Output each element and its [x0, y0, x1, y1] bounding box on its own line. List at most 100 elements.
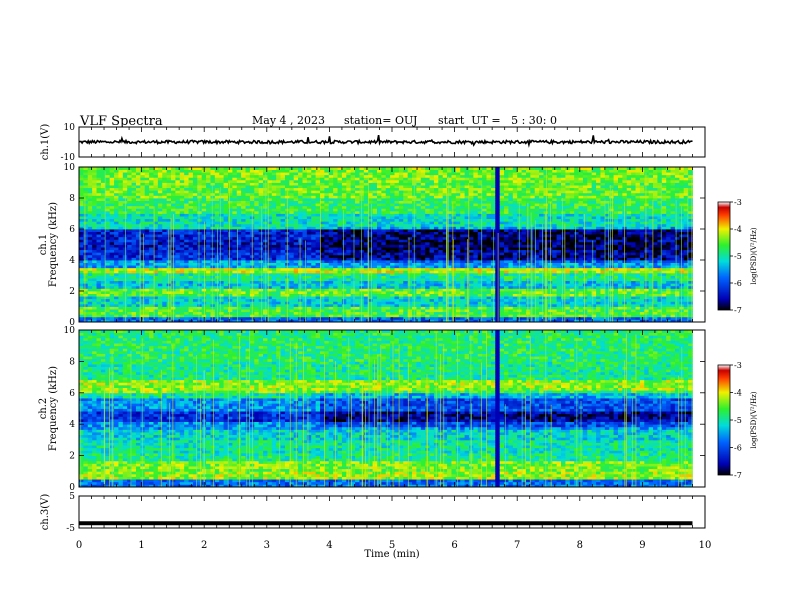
psd-cell: [429, 291, 435, 294]
psd-cell: [368, 314, 373, 318]
psd-cell: [258, 260, 264, 263]
psd-cell: [79, 231, 84, 235]
psd-cell: [289, 293, 295, 297]
psd-cell: [263, 247, 268, 251]
psd-cell: [311, 257, 317, 261]
psd-cell: [210, 252, 216, 256]
psd-cell: [96, 298, 102, 302]
psd-cell: [302, 314, 308, 318]
psd-cell: [311, 234, 317, 238]
psd-cell: [381, 298, 387, 302]
psd-cell: [188, 210, 194, 214]
psd-cell: [267, 285, 273, 289]
psd-cell: [289, 309, 295, 313]
psd-cell: [254, 272, 260, 276]
psd-cell: [425, 210, 430, 214]
psd-cell: [263, 262, 268, 266]
psd-cell: [394, 296, 400, 300]
psd-cell: [175, 311, 181, 315]
psd-cell: [381, 239, 387, 243]
psd-cell: [179, 229, 185, 232]
psd-cell: [100, 278, 106, 282]
psd-cell: [188, 270, 194, 274]
psd-cell: [227, 278, 233, 282]
psd-cell: [271, 275, 277, 279]
psd-cell: [320, 223, 325, 227]
psd-cell: [280, 291, 286, 294]
psd-cell: [289, 285, 295, 289]
psd-cell: [429, 210, 435, 214]
psd-cell: [105, 241, 111, 245]
psd-cell: [127, 236, 132, 240]
psd-cell: [267, 221, 273, 225]
psd-cell: [376, 172, 382, 176]
psd-cell: [149, 257, 154, 261]
psd-cell: [157, 291, 163, 294]
psd-cell: [267, 200, 273, 204]
psd-cell: [403, 254, 409, 258]
psd-cell: [284, 167, 290, 170]
psd-cell: [403, 218, 409, 222]
psd-cell: [105, 298, 111, 302]
psd-cell: [241, 316, 246, 320]
psd-cell: [219, 272, 224, 276]
psd-cell: [298, 213, 303, 217]
psd-cell: [293, 257, 299, 261]
psd-cell: [219, 172, 224, 176]
psd-cell: [372, 267, 378, 271]
psd-cell: [227, 179, 233, 183]
psd-cell: [127, 267, 132, 271]
psd-cell: [105, 169, 111, 173]
psd-cell: [219, 182, 224, 186]
psd-cell: [403, 293, 409, 297]
psd-cell: [144, 208, 150, 212]
psd-cell: [276, 208, 281, 212]
psd-cell: [394, 254, 400, 258]
psd-cell: [92, 306, 97, 310]
psd-cell: [298, 298, 303, 302]
psd-cell: [341, 239, 347, 243]
psd-cell: [368, 262, 373, 266]
psd-cell: [385, 169, 391, 173]
psd-cell: [184, 182, 189, 186]
psd-cell: [109, 182, 115, 186]
psd-cell: [83, 288, 89, 292]
psd-cell: [114, 316, 119, 320]
psd-cell: [372, 182, 378, 186]
psd-cell: [100, 174, 106, 178]
psd-cell: [192, 303, 198, 307]
psd-cell: [368, 195, 373, 199]
psd-cell: [363, 205, 369, 209]
psd-cell: [328, 187, 334, 191]
psd-cell: [425, 296, 430, 300]
psd-cell: [407, 260, 413, 263]
psd-cell: [245, 205, 251, 209]
psd-cell: [284, 179, 290, 183]
psd-cell: [184, 301, 189, 305]
psd-cell: [201, 192, 207, 196]
psd-cell: [320, 187, 325, 191]
psd-cell: [92, 291, 97, 294]
psd-cell: [175, 234, 181, 238]
psd-cell: [144, 270, 150, 274]
psd-cell: [140, 229, 146, 232]
psd-cell: [368, 260, 373, 263]
psd-cell: [214, 216, 220, 220]
psd-cell: [311, 216, 317, 220]
psd-cell: [416, 239, 422, 243]
psd-cell: [140, 296, 146, 300]
psd-cell: [403, 198, 409, 201]
psd-cell: [135, 216, 141, 220]
psd-cell: [188, 280, 194, 284]
psd-cell: [144, 236, 150, 240]
psd-cell: [258, 280, 264, 284]
psd-cell: [219, 177, 224, 181]
psd-cell: [135, 192, 141, 196]
psd-cell: [368, 303, 373, 307]
psd-cell: [394, 241, 400, 245]
psd-cell: [79, 241, 84, 245]
psd-cell: [381, 226, 387, 230]
psd-cell: [166, 195, 172, 199]
psd-cell: [149, 288, 154, 292]
